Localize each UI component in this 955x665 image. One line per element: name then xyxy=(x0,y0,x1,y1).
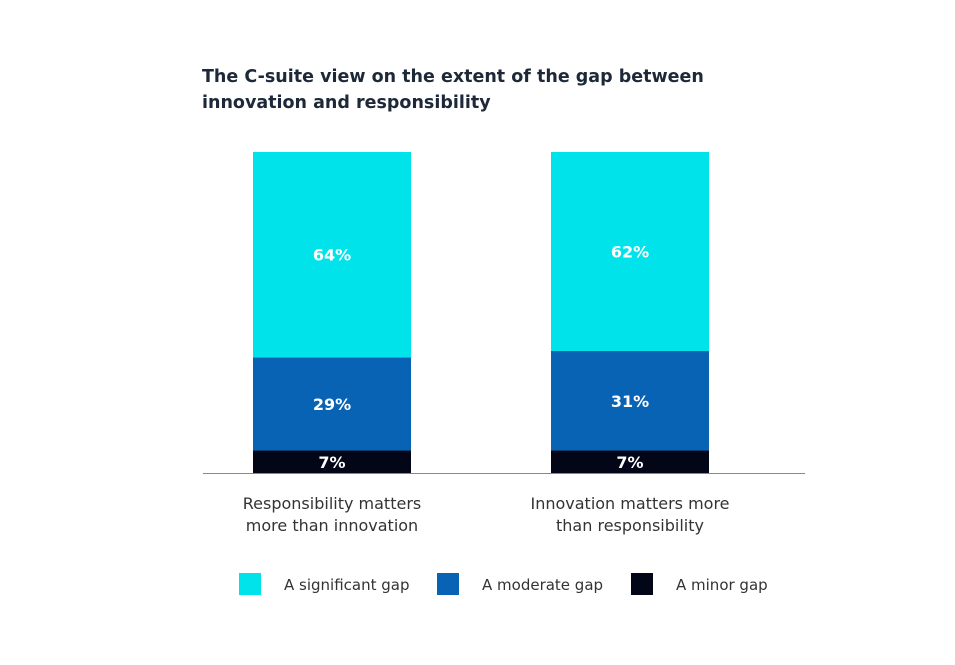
legend-label: A moderate gap xyxy=(482,576,603,594)
bar-segment xyxy=(253,357,411,451)
data-label: 62% xyxy=(611,243,649,262)
data-label: 7% xyxy=(318,453,345,472)
legend-label: A minor gap xyxy=(676,576,768,594)
legend-swatch xyxy=(239,573,261,595)
bar-segment xyxy=(253,152,411,358)
bar-segment xyxy=(551,351,709,451)
bar-segment xyxy=(551,450,709,473)
legend-swatch xyxy=(437,573,459,595)
category-label: Responsibility matters xyxy=(243,494,421,513)
legend-swatch xyxy=(631,573,653,595)
bar-segment xyxy=(253,450,411,473)
data-label: 64% xyxy=(313,246,351,265)
category-label: more than innovation xyxy=(246,516,418,535)
category-label: Innovation matters more xyxy=(530,494,729,513)
data-label: 31% xyxy=(611,392,649,411)
chart-title: The C-suite view on the extent of the ga… xyxy=(202,67,704,113)
legend-label: A significant gap xyxy=(284,576,410,594)
data-label: 7% xyxy=(616,453,643,472)
data-label: 29% xyxy=(313,395,351,414)
category-label: than responsibility xyxy=(556,516,704,535)
bar-segment xyxy=(551,152,709,352)
